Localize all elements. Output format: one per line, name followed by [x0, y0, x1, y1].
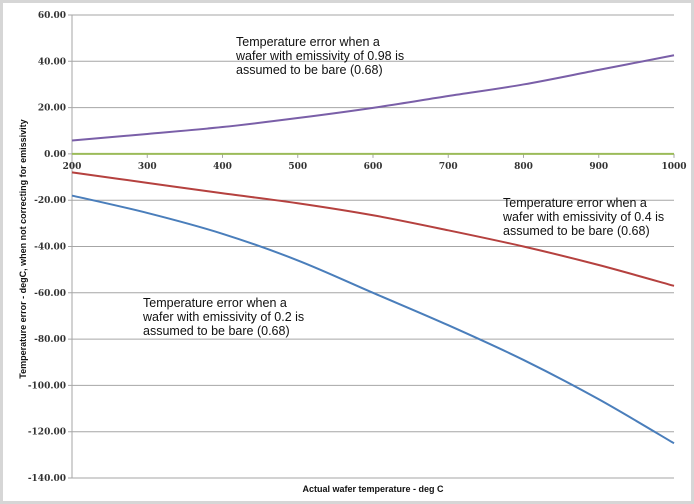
series-line-3 [71, 194, 675, 445]
annotation-line: assumed to be bare (0.68) [143, 324, 290, 338]
series-line-0 [71, 54, 675, 142]
annotation-line: wafer with emissivity of 0.98 is [235, 49, 404, 63]
y-tick-label: -60.00 [34, 289, 66, 299]
x-tick-label: 900 [589, 162, 608, 172]
x-axis-title: Actual wafer temperature - deg C [302, 484, 444, 494]
line-chart: 60.00 40.00 20.00 0.00 -20.00 -40.00 -60.00 -80… [18, 11, 687, 494]
x-tick-label: 400 [213, 162, 232, 172]
y-tick-label: -140.00 [28, 474, 66, 484]
x-tick-labels: 200 300 400 500 600 700 800 900 1000 [63, 153, 687, 172]
gridlines [68, 14, 674, 479]
x-tick-label: 500 [288, 162, 307, 172]
x-tick-label: 600 [364, 162, 383, 172]
x-tick-label: 800 [514, 162, 533, 172]
y-tick-label: -80.00 [34, 335, 66, 345]
x-tick-label: 200 [63, 162, 82, 172]
annotation-line: Temperature error when a [236, 35, 380, 49]
x-tick-label: 1000 [661, 162, 686, 172]
y-tick-label: -20.00 [34, 196, 66, 206]
y-tick-label: 20.00 [38, 104, 66, 114]
y-tick-label: -40.00 [34, 243, 66, 253]
y-tick-label: -100.00 [28, 381, 66, 391]
annotation-line: wafer with emissivity of 0.2 is [142, 310, 304, 324]
annotation-line: wafer with emissivity of 0.4 is [502, 210, 664, 224]
series-lines [71, 54, 675, 445]
y-tick-label: 0.00 [44, 150, 66, 160]
x-tick-label: 700 [439, 162, 458, 172]
y-tick-label: 40.00 [38, 57, 66, 67]
y-tick-label: 60.00 [38, 11, 66, 21]
annotation-line: assumed to be bare (0.68) [503, 224, 650, 238]
annotation-line: assumed to be bare (0.68) [236, 63, 383, 77]
y-axis-title: Temperature error - degC, when not corre… [18, 119, 28, 378]
annotation-line: Temperature error when a [143, 296, 287, 310]
y-tick-labels: 60.00 40.00 20.00 0.00 -20.00 -40.00 -60.00 -80… [28, 11, 66, 484]
x-tick-label: 300 [138, 162, 157, 172]
y-tick-label: -120.00 [28, 428, 66, 438]
annotation-line: Temperature error when a [503, 196, 647, 210]
series-line-2 [71, 171, 675, 287]
